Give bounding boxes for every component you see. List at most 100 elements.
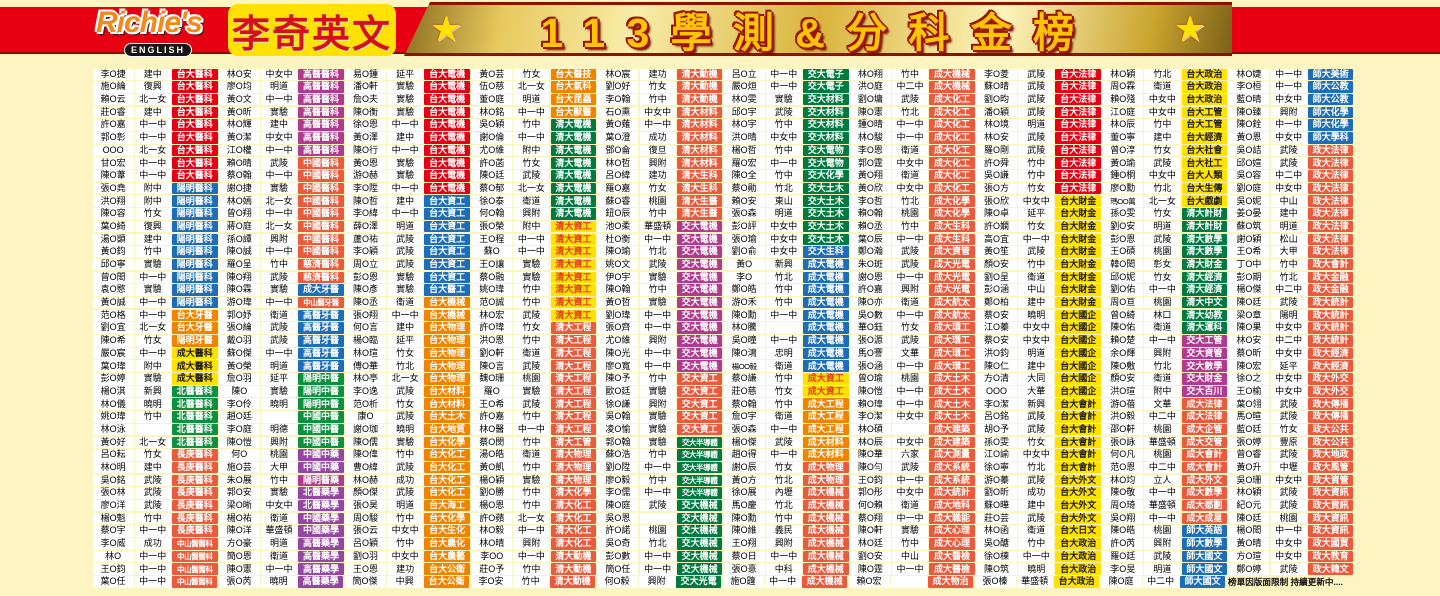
student-school: 竹中 bbox=[1018, 170, 1055, 182]
student-school: 明道 bbox=[765, 208, 802, 220]
student-school: 北一女 bbox=[134, 144, 171, 157]
admission-dept: 交大資工 bbox=[676, 411, 723, 423]
student-school: 中一中 bbox=[892, 271, 928, 284]
admission-dept: 中國中醫 bbox=[298, 423, 344, 436]
student-entry: 陳O亦 衛道 成大航太 bbox=[849, 296, 975, 309]
admission-dept: 政大法律 bbox=[1307, 157, 1354, 169]
student-school: 中一中 bbox=[892, 119, 928, 131]
student-school: 中一中 bbox=[134, 563, 171, 575]
admission-dept: 政大統計 bbox=[1307, 335, 1354, 347]
admission-dept: 成大統計 bbox=[929, 487, 975, 499]
student-entry: 徐O泰 衛道 清大電機 bbox=[471, 195, 597, 208]
student-entry: 朱O展 竹中 陽明醫藥 bbox=[218, 474, 344, 487]
admission-dept: 政大地政 bbox=[1307, 449, 1354, 461]
student-name: 林O嫣 bbox=[218, 195, 260, 207]
student-entry: 陳O銓 中一中 師大化學 bbox=[1228, 119, 1354, 132]
admission-dept: 清大動機 bbox=[676, 93, 723, 106]
student-entry: 詹O夫 實驗 台大電機 bbox=[344, 93, 471, 106]
student-name: 李O菱 bbox=[976, 68, 1018, 81]
student-entry: 蘇O睿 桃園 清大生醫 bbox=[597, 195, 723, 208]
admission-dept: 中國醫科 bbox=[298, 233, 344, 246]
student-school: 實驗 bbox=[387, 93, 424, 106]
admission-dept: 交大半導體 bbox=[676, 461, 723, 474]
admission-dept: 台大法律 bbox=[1055, 68, 1102, 81]
student-entry: 陳O果 中女中 政大統計 bbox=[1228, 322, 1354, 335]
student-school: 武陵 bbox=[1018, 423, 1055, 436]
student-entry: 陳O維 義民 成大機械 bbox=[723, 525, 849, 538]
student-name: 楊O恩 bbox=[471, 499, 513, 512]
student-school: 興附 bbox=[261, 436, 297, 449]
admission-dept: 高醫醫科 bbox=[298, 81, 344, 93]
student-school: 中一中 bbox=[513, 246, 550, 258]
board-row: 曾O閎 中一中 陽明醫科 陳O翔 武陵 慈濟醫科 彭O恩 實驗 台大資工 蔡O融 實驗 清大資工 伊O宇… bbox=[92, 271, 1354, 284]
student-entry: 劉O俞 中女中 交大生科 bbox=[723, 246, 849, 259]
admission-dept: 成大心理 bbox=[929, 538, 975, 550]
student-entry: 吳O醣 竹中 台大政治 bbox=[975, 537, 1102, 550]
student-name: 呂O緯 bbox=[597, 170, 639, 182]
admission-dept: 高醫牙醫 bbox=[298, 347, 344, 360]
admission-dept: 陽明中醫 bbox=[298, 398, 344, 410]
student-name: 楊O淇 bbox=[92, 385, 134, 398]
footnote: 榜單因版面限制 持續更新中.... bbox=[1228, 576, 1344, 587]
admission-dept: 台大醫科 bbox=[171, 106, 218, 119]
admission-dept: 陽明中醫 bbox=[298, 373, 344, 385]
admission-dept: 台大醫科 bbox=[171, 170, 218, 182]
admission-dept: 成大工程 bbox=[802, 411, 849, 423]
admission-dept: 台大農化 bbox=[424, 538, 471, 550]
student-entry: 曾O閎 中一中 陽明醫科 bbox=[92, 271, 218, 284]
student-name: 林O輝 bbox=[218, 119, 260, 131]
student-school: 曉明 bbox=[1018, 563, 1055, 575]
admission-dept: 台大電機 bbox=[424, 81, 471, 93]
student-entry: 陳O卓 延平 台大財金 bbox=[975, 208, 1102, 221]
student-entry: 池O柔 華盛頓 交大電機 bbox=[597, 220, 723, 233]
student-entry: 黃O誠 中一中 陽明醫科 bbox=[92, 296, 218, 309]
student-name: 孫O雯 bbox=[1102, 208, 1144, 220]
admission-dept: 台大牙醫 bbox=[171, 322, 218, 334]
admission-dept: 中山醫醫科 bbox=[171, 538, 218, 550]
admission-dept: 中國中醫 bbox=[298, 411, 344, 423]
student-entry: 林O宏 武陵 清大資工 bbox=[471, 309, 597, 322]
student-entry: 賴O晴 武陵 中國醫科 bbox=[218, 157, 344, 170]
student-entry: 黃O笙 武陵 台大財金 bbox=[975, 246, 1102, 259]
student-school: 中二中 bbox=[1270, 170, 1307, 182]
student-school bbox=[890, 576, 927, 588]
student-entry: 張O云 中女中 台大生化 bbox=[344, 525, 471, 538]
student-entry: 林O辰 竹中 台大工管 bbox=[1102, 119, 1228, 132]
student-name: 詹O羽 bbox=[218, 373, 260, 385]
student-entry: 彭O恩 武陵 清大數學 bbox=[1102, 233, 1228, 246]
student-school: 中一中 bbox=[892, 360, 928, 372]
student-entry: 董O庭 明道 台大昆蟲 bbox=[471, 93, 597, 106]
header-banner: Richie's ENGLISH 李奇英文 ★ 113學測&分科金榜 ★ bbox=[0, 0, 1440, 64]
admission-dept: 交大電機 bbox=[676, 284, 723, 296]
admission-dept: 台大會計 bbox=[1055, 423, 1102, 436]
student-entry: 杜O衡 中一中 交大電機 bbox=[597, 233, 723, 246]
student-entry: 李O菱 武陵 台大法律 bbox=[975, 68, 1102, 81]
student-name: 張O堯 bbox=[92, 182, 134, 195]
admission-dept: 師大美術 bbox=[1307, 68, 1354, 81]
student-school: 中一中 bbox=[765, 449, 802, 461]
student-school: 實驗 bbox=[639, 271, 676, 284]
admission-dept: 長庚醫科 bbox=[171, 512, 218, 525]
admission-dept: 成大牙醫 bbox=[298, 284, 344, 296]
student-entry: 林O翔 竹中 成大機械 bbox=[849, 68, 975, 81]
student-school: 新興 bbox=[134, 385, 171, 398]
admission-dept: 清大物理 bbox=[550, 461, 597, 474]
student-entry: 張O堯 附中 陽明醫科 bbox=[92, 182, 218, 195]
student-name: 陳O丞 bbox=[345, 296, 387, 309]
student-name: 陳O廷 bbox=[1228, 512, 1270, 525]
student-school: 華盛頓 bbox=[1144, 436, 1181, 449]
student-school: 實驗 bbox=[892, 525, 928, 537]
admission-dept: 清大材料 bbox=[676, 106, 723, 119]
student-name: 劉O安 bbox=[1102, 220, 1144, 233]
student-name: 郭O霆 bbox=[849, 157, 891, 169]
student-school: 實驗 bbox=[387, 436, 424, 449]
board-row: 蔡O宇 中一中 長庚醫科 陳O洋 華盛頓 中國藥學 張O云 中女中 台大生化 林O毅 中一中 清大化工… bbox=[92, 525, 1354, 538]
student-school: 竹中 bbox=[134, 512, 171, 525]
admission-dept: 長庚醫科 bbox=[171, 449, 218, 461]
student-name: 顏O安 bbox=[1102, 373, 1144, 385]
student-school: 大華 bbox=[1018, 385, 1055, 398]
student-name: 胡O予 bbox=[976, 423, 1018, 436]
student-name: 歐O廷 bbox=[597, 385, 639, 398]
admission-dept: 成大工程 bbox=[802, 423, 849, 436]
student-name: 簡O傑 bbox=[344, 576, 386, 588]
